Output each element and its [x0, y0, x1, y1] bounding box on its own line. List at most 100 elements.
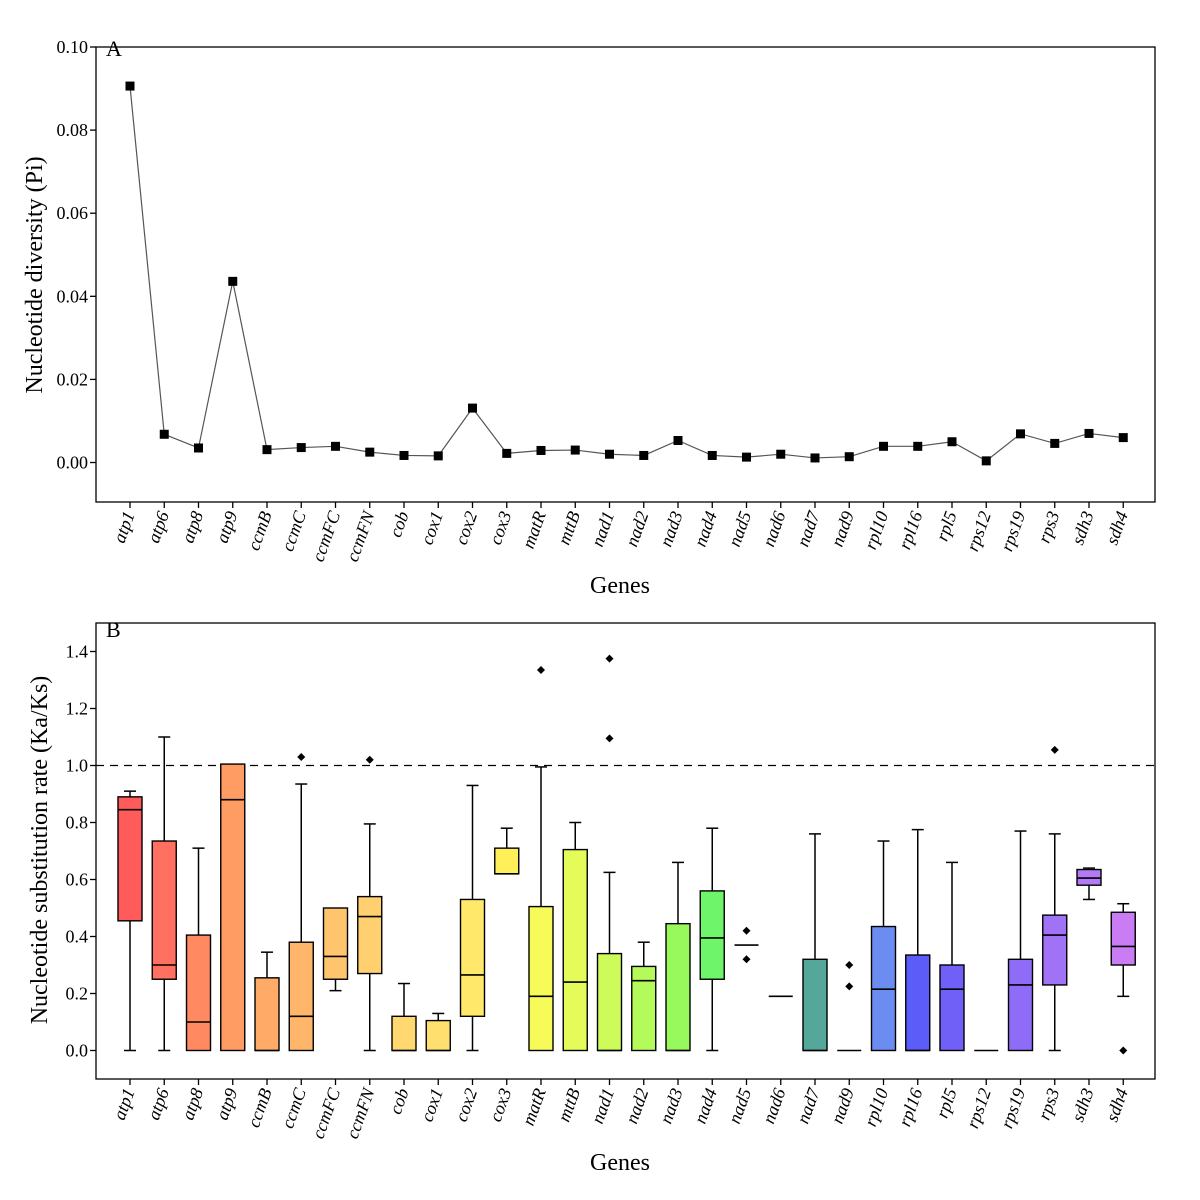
panel-b-box-nad5: [734, 926, 759, 964]
panel-b-box-body: [1110, 911, 1136, 966]
panel-b-box-chart: B Nucleotide substitution rate (Ka/Ks) G…: [27, 617, 1156, 1176]
panel-a-x-tick-label: rpl10: [860, 509, 892, 553]
panel-b-box-body: [117, 796, 143, 922]
panel-b-plot-frame: [95, 622, 1156, 1080]
panel-a-x-tick-label: nad3: [656, 509, 687, 550]
panel-a-x-tick-label: atp1: [109, 509, 139, 546]
panel-b-box-ccmFC: [322, 907, 349, 992]
panel-b-x-tick-label: ccmB: [243, 1086, 275, 1130]
panel-a-data-point: [810, 453, 820, 463]
panel-b-x-tick-label: rps12: [962, 1086, 995, 1131]
panel-b-y-tick-label: 1.0: [66, 756, 89, 776]
panel-b-box-body: [425, 1019, 451, 1052]
panel-b-x-tick-label: sdh4: [1102, 1086, 1132, 1125]
panel-a-data-point: [1084, 428, 1094, 438]
panel-a-data-point: [879, 441, 888, 451]
panel-a-x-tick-label: rps19: [996, 509, 1029, 554]
panel-b-x-tick-label: ccmFN: [342, 1085, 379, 1142]
panel-a-data-point: [536, 445, 546, 455]
panel-a-data-point: [296, 443, 306, 453]
panel-b-x-tick-label: ccmFC: [308, 1085, 345, 1142]
panel-b-x-tick-label: nad4: [690, 1086, 721, 1127]
panel-b-box-body: [1007, 958, 1034, 1052]
panel-b-box-body: [699, 890, 725, 980]
panel-a-data-point: [262, 445, 272, 455]
panel-a-data-point: [159, 429, 169, 439]
panel-b-y-tick-label: 1.4: [66, 642, 89, 662]
panel-b-outlier-point: [605, 734, 614, 743]
panel-a-x-tick-label: mttB: [554, 509, 584, 548]
panel-b-box-ccmC: [288, 752, 314, 1052]
panel-a-x-tick-label: rps3: [1034, 509, 1064, 546]
panel-b-box-cob: [391, 982, 417, 1052]
panel-b-box-body: [322, 907, 349, 980]
panel-a-letter: A: [106, 36, 122, 61]
panel-a-x-tick-label: nad6: [758, 509, 789, 550]
panel-b-box-mttB: [562, 821, 588, 1052]
panel-b-box-ccmB: [254, 951, 280, 1052]
panel-b-box-nad2: [631, 941, 657, 1052]
panel-a-data-point: [194, 443, 203, 453]
panel-a-x-tick-label: cox2: [451, 509, 481, 548]
panel-b-x-tick-label: rpl16: [894, 1086, 926, 1130]
panel-b-box-cox2: [459, 784, 486, 1052]
panel-a-x-tick-label: matR: [518, 509, 550, 552]
panel-b-outlier-point: [1119, 1046, 1128, 1055]
panel-b-y-tick-label: 0.0: [66, 1041, 89, 1061]
panel-b-y-tick-label: 0.4: [66, 927, 89, 947]
panel-b-x-tick-label: atp6: [143, 1086, 173, 1123]
panel-b-box-body: [459, 898, 486, 1018]
panel-a-data-point: [1118, 433, 1128, 443]
panel-a-x-tick-label: ccmFC: [308, 508, 345, 565]
panel-b-x-tick-label: cox3: [485, 1086, 515, 1125]
panel-a-x-tick-label: sdh3: [1067, 509, 1097, 548]
panel-b-box-sdh4: [1110, 902, 1136, 1055]
panel-a-x-tick-label: ccmC: [277, 508, 310, 554]
panel-b-x-tick-label: cox2: [451, 1086, 481, 1125]
panel-b-x-tick-label: nad5: [724, 1086, 755, 1127]
panel-a-x-tick-label: nad2: [621, 509, 652, 550]
panel-a-x-tick-label: atp9: [212, 509, 242, 546]
panel-b-box-body: [391, 1015, 417, 1052]
panel-b-box-cox1: [425, 1012, 451, 1052]
panel-b-box-body: [596, 952, 623, 1052]
panel-b-box-body: [185, 934, 212, 1052]
panel-b-box-atp6: [151, 736, 177, 1052]
panel-b-x-tick-label: atp8: [178, 1086, 208, 1123]
panel-b-box-body: [631, 965, 657, 1052]
panel-a-series-line: [129, 86, 1124, 462]
panel-a-x-tick-label: nad9: [827, 509, 858, 550]
panel-b-box-rpl5: [939, 861, 965, 1052]
panel-b-x-tick-label: cox1: [417, 1086, 447, 1125]
panel-a-data-point: [399, 450, 409, 460]
panel-b-box-body: [939, 964, 965, 1052]
panel-a-data-point: [707, 450, 717, 460]
panel-a-x-tick-label: nad5: [724, 509, 755, 550]
panel-a-data-point: [913, 441, 923, 451]
panel-a-data-point: [742, 452, 751, 462]
panel-b-x-tick-label: matR: [518, 1086, 550, 1129]
panel-b-y-tick-label: 0.6: [66, 870, 89, 890]
panel-b-box-atp9: [220, 763, 246, 1052]
panel-a-data-point: [570, 445, 580, 455]
panel-b-box-rps19: [1007, 830, 1034, 1052]
panel-b-x-tick-label: rpl10: [860, 1086, 892, 1130]
panel-a-x-tick-label: nad4: [690, 509, 721, 550]
panel-a-data-point: [981, 456, 991, 466]
panel-a-y-tick-label: 0.04: [57, 286, 89, 306]
panel-b-box-body: [151, 840, 177, 980]
panel-a-x-tick-label: cob: [385, 509, 413, 540]
panel-b-box-ccmFN: [357, 755, 383, 1052]
panel-b-outlier-point: [537, 666, 545, 675]
panel-b-outlier-point: [742, 955, 751, 964]
panel-b-x-tick-label: nad7: [793, 1085, 824, 1127]
panel-b-outlier-point: [742, 926, 751, 935]
panel-a-data-point: [1016, 429, 1025, 439]
panel-b-x-tick-label: nad3: [656, 1086, 687, 1127]
panel-b-box-body: [905, 954, 931, 1052]
panel-b-x-tick-label: atp1: [109, 1086, 139, 1123]
panel-a-data-point: [1050, 438, 1060, 448]
panel-a-data-point: [331, 441, 340, 451]
panel-a-data-point: [947, 437, 957, 447]
panel-b-x-tick-label: rps19: [996, 1086, 1029, 1131]
